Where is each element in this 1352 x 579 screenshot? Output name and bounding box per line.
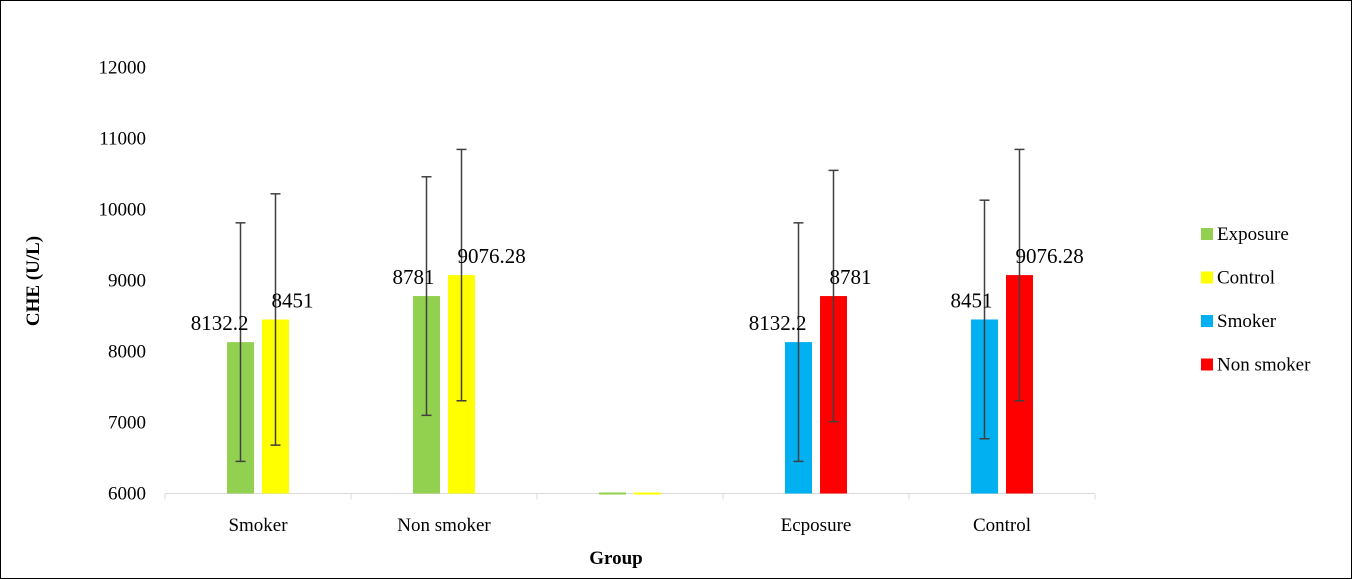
x-tick-label: Smoker [228, 515, 288, 536]
legend-swatch [1201, 358, 1213, 371]
data-label: 8132.2 [191, 311, 249, 335]
y-tick-label: 8000 [108, 342, 146, 363]
legend-swatch [1201, 228, 1213, 240]
y-tick-label: 11000 [99, 129, 146, 150]
y-tick-label: 9000 [108, 271, 146, 292]
data-label: 8451 [272, 288, 314, 312]
data-label: 8781 [393, 265, 435, 289]
legend-swatch [1201, 271, 1213, 284]
y-tick-label: 7000 [108, 413, 146, 434]
x-axis-tick-marks [164, 493, 1096, 500]
data-label: 8451 [951, 288, 993, 312]
bars [227, 275, 1033, 495]
y-axis-ticks: 6000 7000 8000 9000 10000 11000 12000 [99, 58, 147, 505]
bar [599, 492, 626, 495]
legend-label: Smoker [1217, 311, 1277, 332]
y-tick-label: 10000 [99, 200, 147, 221]
y-tick-label: 12000 [99, 58, 147, 79]
data-label: 8132.2 [749, 311, 807, 335]
y-tick-label: 6000 [108, 484, 146, 505]
data-label: 9076.28 [458, 244, 526, 268]
x-tick-label: Non smoker [397, 515, 491, 536]
y-axis-title: CHE (U/L) [23, 236, 44, 326]
legend-label: Exposure [1217, 224, 1289, 245]
legend-label: Control [1217, 268, 1275, 289]
bar [634, 492, 661, 495]
data-label: 8781 [830, 265, 872, 289]
error-bars [235, 148, 1025, 463]
x-tick-label: Ecposure [781, 515, 852, 536]
legend-swatch [1201, 315, 1213, 327]
data-labels: 8132.2 8451 8781 9076.28 8132.2 8781 8451 9076.… [191, 244, 1084, 335]
data-label: 9076.28 [1016, 244, 1084, 268]
x-axis-labels: Smoker Non smoker Ecposure Control [228, 515, 1031, 536]
x-axis-title: Group [589, 548, 643, 569]
x-tick-label: Control [973, 515, 1031, 536]
legend-label: Non smoker [1217, 355, 1311, 376]
legend: Exposure Control Smoker Non smoker [1201, 224, 1311, 376]
